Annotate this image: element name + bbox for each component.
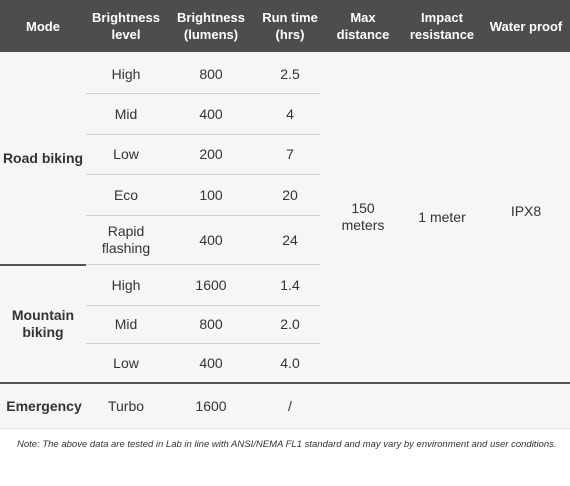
runtime-cell: 2.5: [280, 65, 300, 82]
level-rapid-flashing: Rapid flashing: [101, 223, 151, 256]
lumens-cell: 400: [199, 105, 223, 122]
lumens-cell: 100: [199, 186, 223, 203]
lumens-cell: 1600: [195, 277, 227, 293]
runtime-cell: 4.0: [280, 354, 300, 371]
footnote: Note: The above data are tested in Lab i…: [17, 439, 557, 450]
lumens-cell: 800: [199, 65, 223, 82]
header-brightness-lumens: Brightness (lumens): [177, 10, 245, 42]
row-divider: [86, 343, 320, 344]
lumens-cell: 1600: [195, 397, 227, 414]
group-divider: [0, 382, 570, 384]
mode-emergency: Emergency: [6, 397, 82, 414]
lumens-cell: 800: [199, 316, 223, 332]
runtime-cell: 7: [286, 146, 294, 162]
note-divider: [0, 428, 570, 429]
header-brightness-level: Brightness level: [92, 10, 160, 42]
level-cell: Low: [113, 146, 139, 162]
row-divider: [86, 174, 320, 175]
runtime-cell: 24: [282, 231, 298, 248]
max-distance-value: 150 meters: [324, 52, 402, 382]
mode-mountain-biking: Mountain biking: [11, 307, 75, 340]
runtime-cell: 20: [282, 186, 298, 203]
level-cell: Rapid flashing: [86, 216, 166, 264]
header-run-time: Run time (hrs): [262, 10, 318, 42]
row-divider: [86, 305, 320, 306]
runtime-cell: 1.4: [280, 277, 300, 293]
level-cell: Mid: [114, 316, 138, 332]
row-divider: [86, 264, 320, 265]
impact-resistance-value: 1 meter: [402, 52, 482, 382]
group-divider: [0, 264, 86, 266]
lumens-cell: 200: [199, 146, 223, 162]
water-proof-value: IPX8: [510, 202, 542, 219]
max-distance-text: 150 meters: [341, 200, 385, 233]
level-cell: Mid: [114, 105, 138, 122]
row-divider: [86, 93, 320, 94]
level-cell: Low: [113, 354, 139, 371]
mode-road-biking: Road biking: [2, 149, 84, 166]
level-cell: High: [111, 65, 141, 82]
runtime-cell: 2.0: [280, 316, 300, 332]
lumens-cell: 400: [199, 231, 223, 248]
level-cell: Turbo: [107, 397, 145, 414]
table-header: Mode Brightness level Brightness (lumens…: [0, 0, 570, 52]
row-divider: [86, 215, 320, 216]
lumens-cell: 400: [199, 354, 223, 371]
header-max-distance: Max distance: [336, 10, 390, 42]
header-water-proof: Water proof: [489, 18, 563, 34]
level-cell: Eco: [113, 186, 139, 203]
impact-resistance-text: 1 meter: [418, 208, 466, 225]
row-divider: [86, 134, 320, 135]
level-cell: High: [111, 277, 141, 293]
table-body: [0, 52, 570, 428]
runtime-cell: /: [288, 397, 292, 414]
header-impact-resistance: Impact resistance: [409, 10, 475, 42]
header-mode: Mode: [26, 18, 60, 34]
runtime-cell: 4: [286, 105, 294, 122]
